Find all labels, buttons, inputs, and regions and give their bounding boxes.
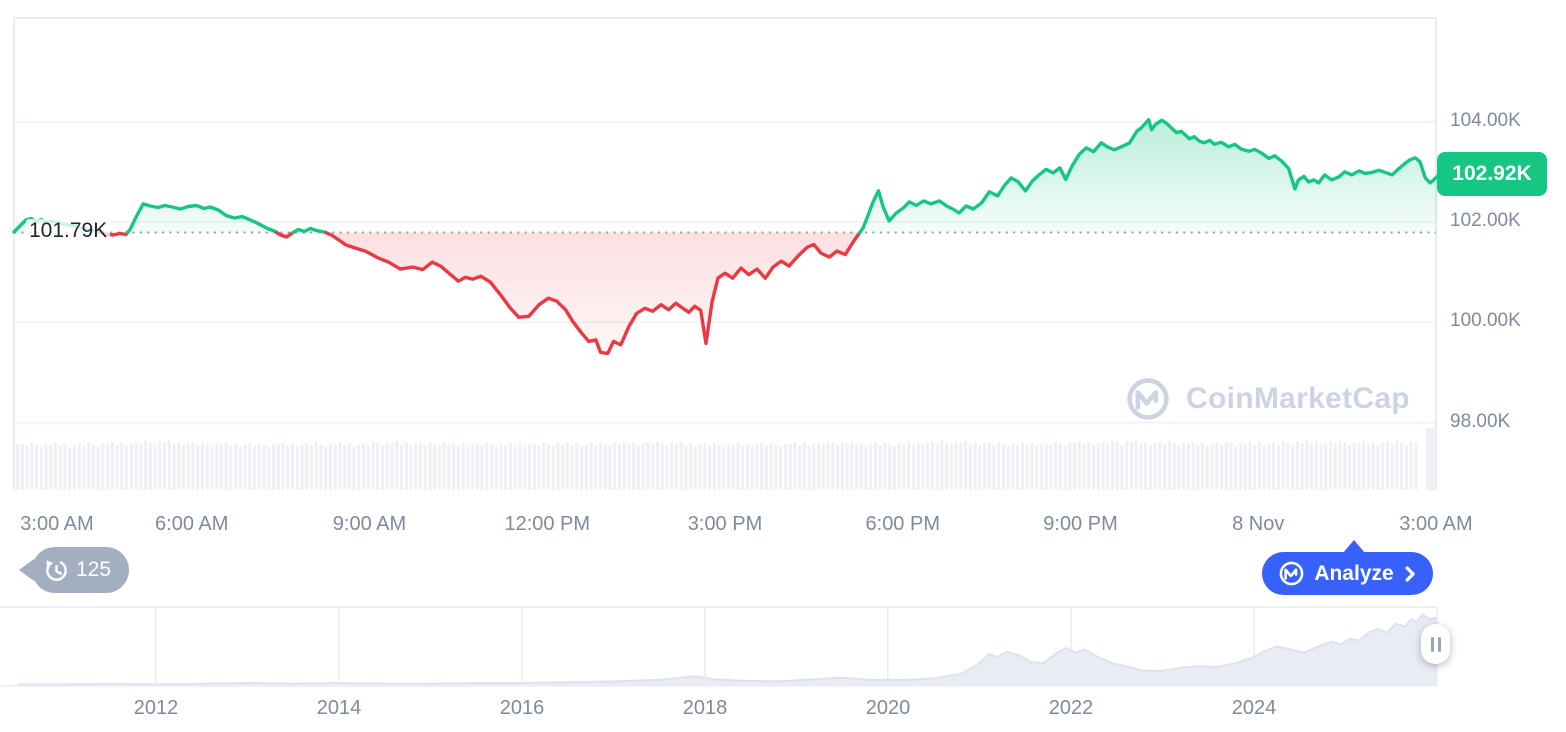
x-axis-label: 12:00 PM <box>504 513 591 535</box>
range-navigator[interactable] <box>0 606 1566 698</box>
current-price-badge: 102.92K <box>1437 152 1547 196</box>
y-axis-label: 98.00K <box>1450 410 1511 432</box>
analyze-button[interactable]: Analyze <box>1262 552 1433 595</box>
x-axis-label: 3:00 AM <box>1399 513 1473 535</box>
y-axis-label: 104.00K <box>1450 109 1521 131</box>
navigator-year-label: 2022 <box>1048 697 1094 719</box>
navigator-year-label: 2020 <box>865 697 911 719</box>
history-count: 125 <box>76 558 112 581</box>
navigator-year-label: 2024 <box>1231 697 1277 719</box>
x-axis-label: 6:00 AM <box>155 513 229 535</box>
chevron-right-icon <box>1405 565 1415 582</box>
navigator-year-label: 2018 <box>682 697 728 719</box>
history-clock-icon <box>46 559 67 581</box>
analyze-pointer-arrow <box>1343 540 1365 553</box>
coinmarketcap-logo-icon <box>1127 378 1169 420</box>
volume-bars <box>16 428 1436 490</box>
x-axis-label: 8 Nov <box>1232 513 1285 535</box>
x-axis-label: 3:00 AM <box>20 513 94 535</box>
baseline-price-label: 101.79K <box>26 219 111 243</box>
navigator-year-label: 2016 <box>499 697 545 719</box>
history-count-badge[interactable]: 125 <box>32 547 130 593</box>
x-axis-label: 3:00 PM <box>687 513 763 535</box>
navigator-year-label: 2014 <box>316 697 362 719</box>
x-axis-label: 9:00 PM <box>1043 513 1118 535</box>
coinmarketcap-logo-icon <box>1279 561 1304 586</box>
coinmarketcap-watermark: CoinMarketCap <box>1125 376 1410 422</box>
x-axis-label: 9:00 AM <box>332 513 407 535</box>
y-axis-label: 102.00K <box>1450 210 1521 231</box>
price-chart[interactable] <box>0 0 1566 500</box>
price-area-fill <box>14 119 1438 354</box>
navigator-line <box>18 613 1438 686</box>
navigator-area <box>0 614 1437 686</box>
price-line <box>12 118 1440 356</box>
watermark-text: CoinMarketCap <box>1186 382 1410 415</box>
navigator-year-label: 2012 <box>133 697 179 719</box>
navigator-handle[interactable] <box>1421 624 1450 664</box>
y-axis-label: 100.00K <box>1450 310 1521 332</box>
pause-icon <box>1437 636 1441 652</box>
x-axis-label: 6:00 PM <box>865 513 940 535</box>
pause-icon <box>1430 636 1434 652</box>
analyze-button-label: Analyze <box>1314 561 1394 585</box>
